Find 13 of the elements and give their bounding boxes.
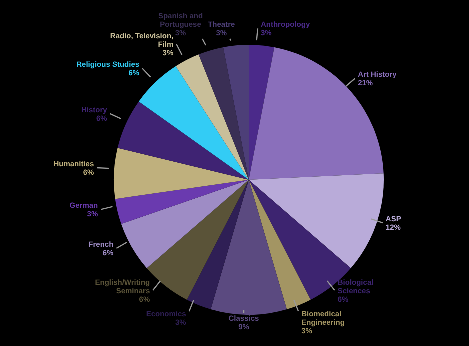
pie-slice	[114, 148, 249, 200]
pie-slice	[139, 66, 249, 180]
pie-slice	[249, 174, 384, 268]
pie-slice	[176, 54, 249, 180]
pie-slice	[118, 102, 249, 180]
pie-slice	[115, 180, 249, 224]
pie-slice	[198, 47, 249, 180]
pie-slice	[187, 180, 249, 310]
pie-slice	[121, 180, 249, 268]
pie-slice	[249, 180, 311, 310]
pie-slice	[223, 45, 249, 180]
pie-slice	[210, 180, 288, 315]
pie-slice	[249, 45, 275, 180]
